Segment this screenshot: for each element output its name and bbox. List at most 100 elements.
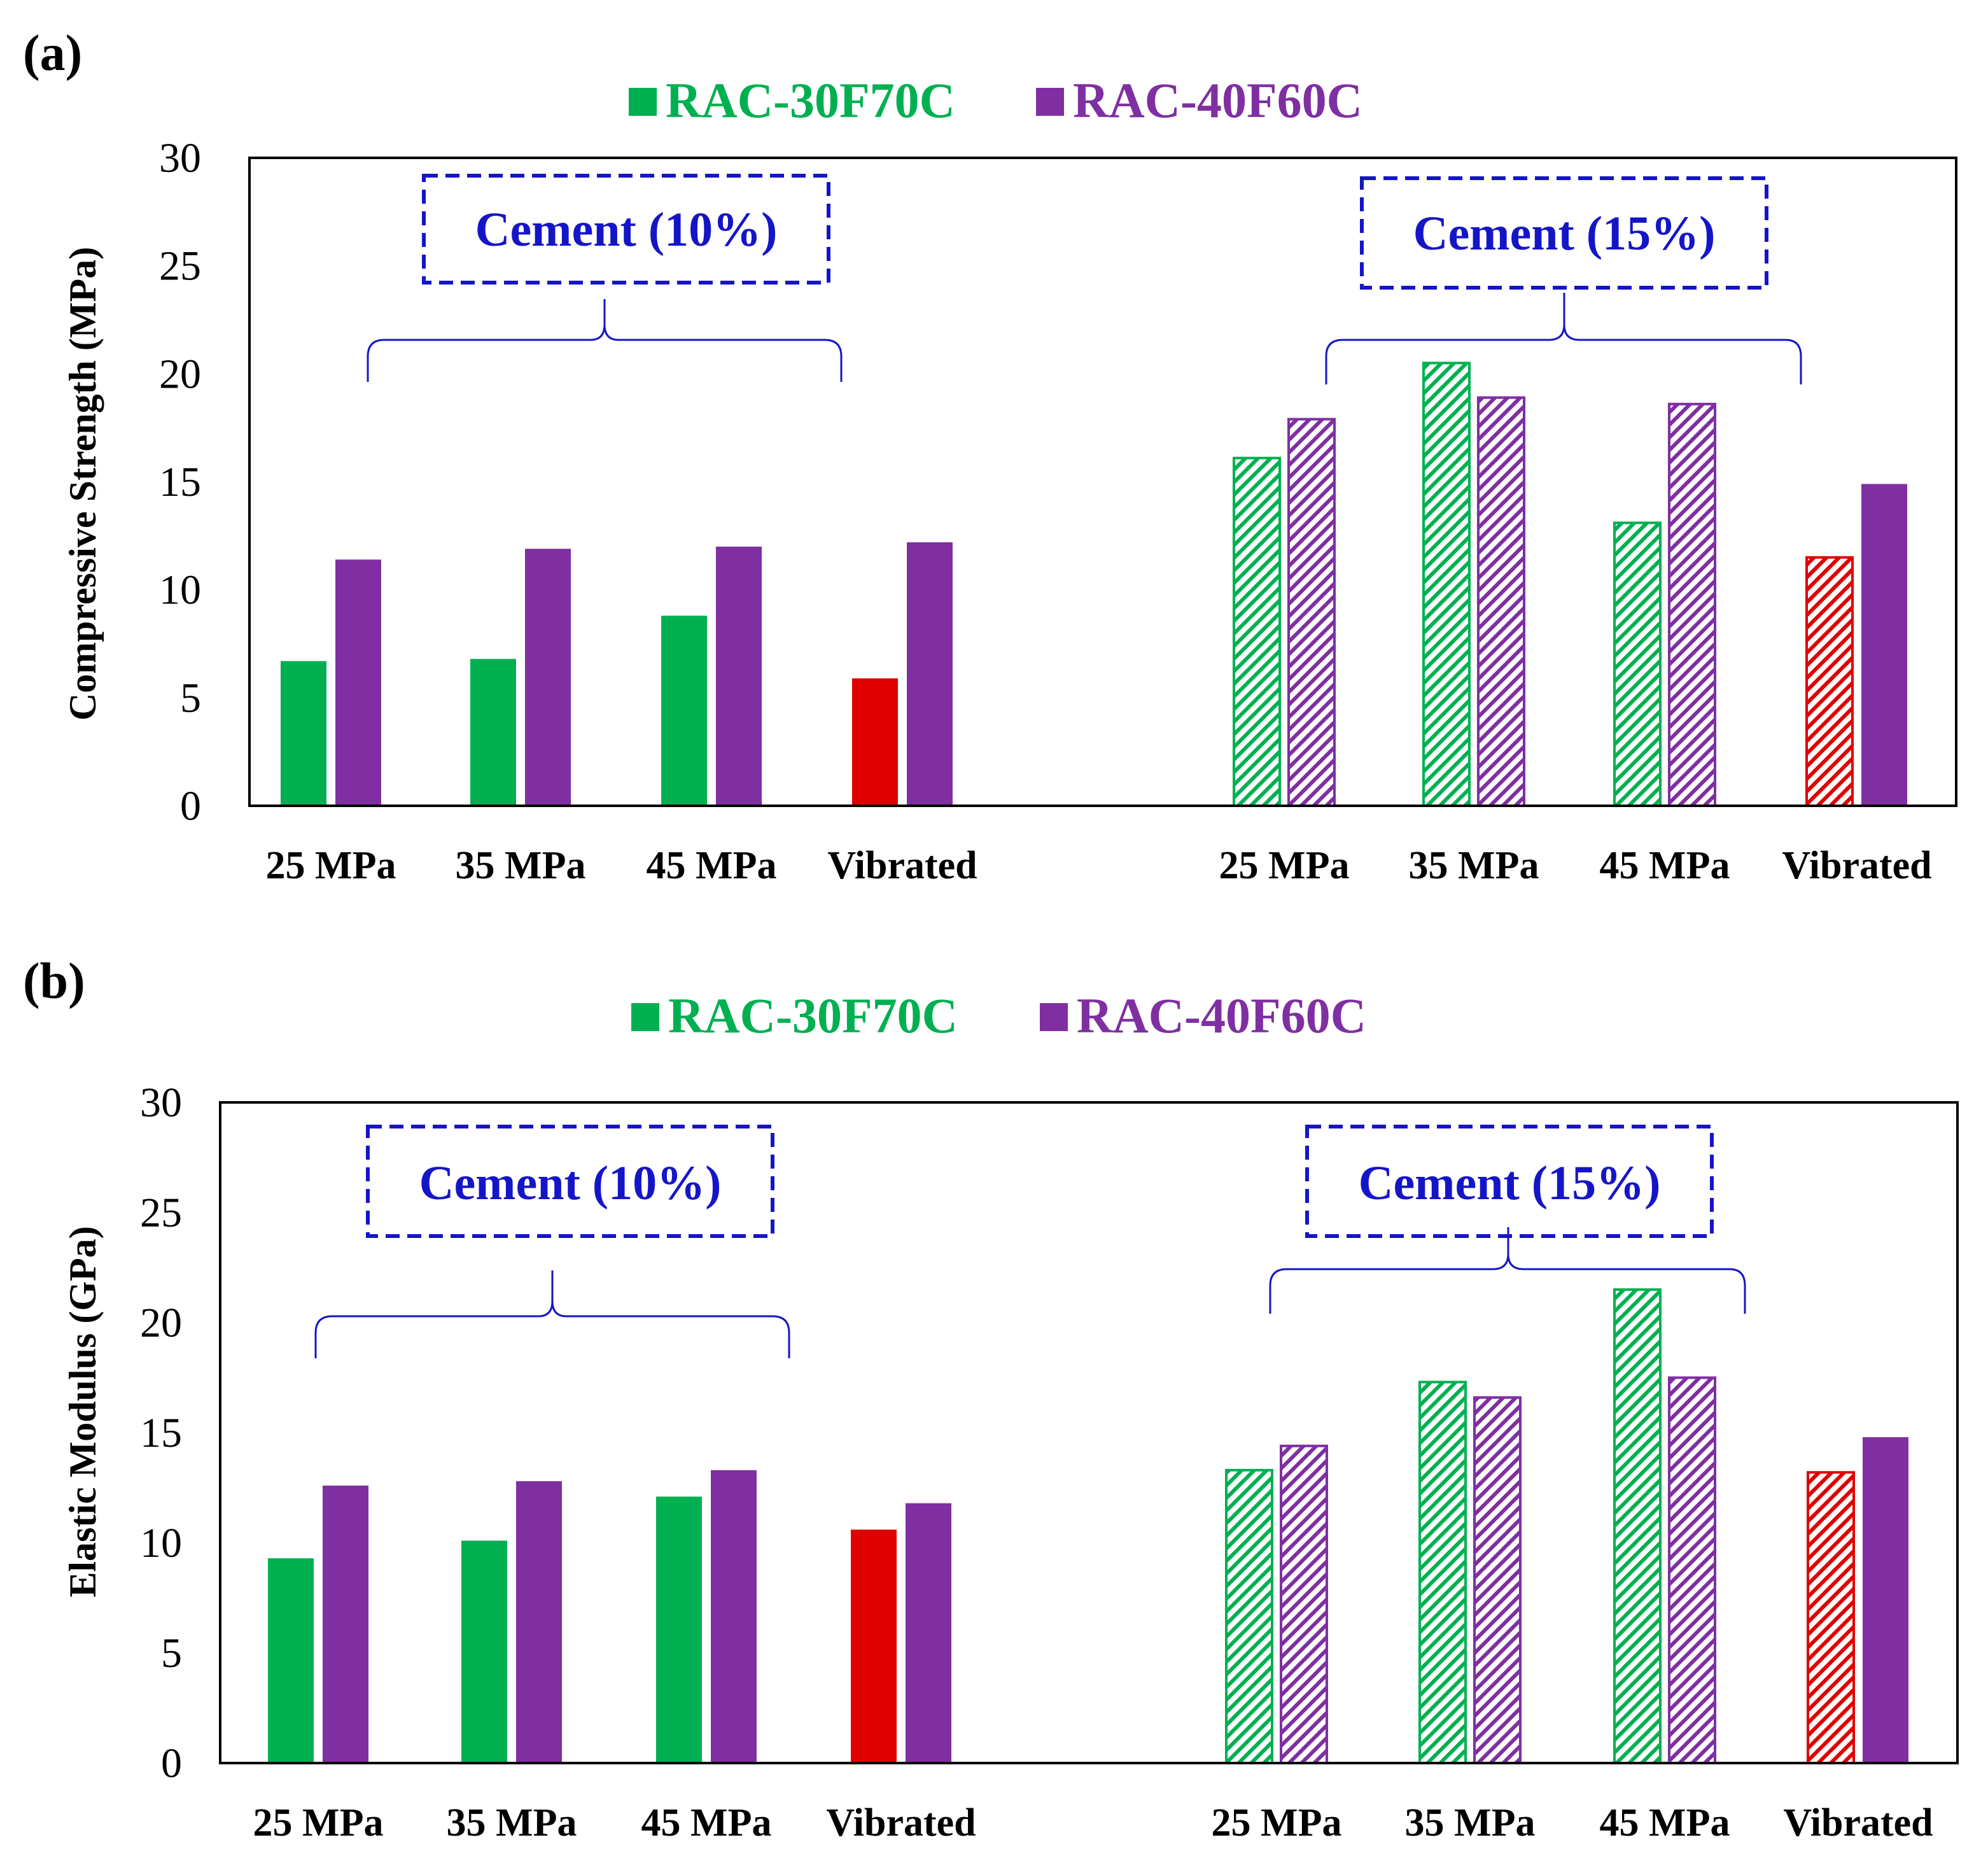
- annotation-box: [1305, 1125, 1714, 1238]
- bar-rac-40f60c-45-mpa: [716, 546, 762, 806]
- y-tick-label: 20: [159, 351, 201, 397]
- bar-rac-40f60c-35-mpa: [1473, 1396, 1522, 1764]
- category-label: 35 MPa: [456, 844, 586, 887]
- bar-rac-30f70c-25-mpa: [268, 1558, 314, 1763]
- category-label: 35 MPa: [1405, 1801, 1536, 1845]
- bar-rac-40f60c-25-mpa: [335, 559, 381, 806]
- group-brace: [1325, 293, 1802, 384]
- bar-rac-30f70c-35-mpa: [1418, 1381, 1467, 1764]
- panel-label: (b): [23, 953, 85, 1009]
- category-labels: 25 MPa 35 MPa 45 MPa Vibrated 25 MPa 35 …: [266, 844, 1932, 887]
- annotation-box: [366, 1125, 774, 1238]
- legend-swatch-rac-40f60c: [1040, 1003, 1068, 1031]
- y-tick-labels: 0 5 10 15 20 25 30: [159, 135, 201, 829]
- bar-rac-40f60c-35-mpa: [525, 549, 571, 806]
- bar-rac-30f70c-vibrated: [851, 1529, 897, 1763]
- y-tick-label: 5: [180, 675, 201, 721]
- legend-swatch-rac-30f70c: [631, 1003, 659, 1031]
- bars: [281, 362, 1907, 807]
- bar-rac-40f60c-vibrated: [1861, 484, 1907, 806]
- y-tick-label: 0: [161, 1740, 182, 1787]
- annotation-cement-15: Cement (15%): [1325, 176, 1802, 384]
- category-label: Vibrated: [1782, 844, 1931, 887]
- legend: RAC-30F70C RAC-40F60C: [631, 988, 1366, 1043]
- legend-label-rac-40f60c: RAC-40F60C: [1073, 73, 1362, 128]
- bar-rac-30f70c-45-mpa: [656, 1496, 702, 1763]
- bar-rac-40f60c-vibrated: [907, 542, 953, 806]
- bar-rac-30f70c-35-mpa: [1422, 362, 1471, 807]
- legend: RAC-30F70C RAC-40F60C: [629, 73, 1362, 128]
- legend-label-rac-30f70c: RAC-30F70C: [666, 73, 955, 128]
- bar-rac-30f70c-vibrated: [1805, 556, 1854, 807]
- category-label: 45 MPa: [1600, 844, 1730, 887]
- bar-rac-30f70c-25-mpa: [1225, 1468, 1273, 1765]
- y-tick-label: 5: [161, 1630, 182, 1677]
- panel-a: (a) RAC-30F70C RAC-40F60C Compressive St…: [23, 25, 1957, 887]
- group-brace: [367, 299, 843, 382]
- bar-rac-40f60c-35-mpa: [516, 1481, 562, 1763]
- category-label: 35 MPa: [447, 1801, 577, 1845]
- y-tick-label: 15: [159, 459, 201, 505]
- y-axis-label: Compressive Strength (MPa): [62, 247, 104, 721]
- bar-rac-30f70c-45-mpa: [661, 615, 707, 806]
- bar-rac-40f60c-25-mpa: [323, 1486, 368, 1763]
- bar-rac-40f60c-45-mpa: [711, 1470, 757, 1763]
- category-label: Vibrated: [827, 844, 977, 887]
- plot-frame: [219, 1101, 1959, 1764]
- y-tick-labels: 0 5 10 15 20 25 30: [140, 1079, 182, 1787]
- y-tick-label: 10: [159, 567, 201, 614]
- category-label: 35 MPa: [1409, 844, 1539, 887]
- bar-rac-40f60c-25-mpa: [1280, 1444, 1328, 1764]
- annotation-text: Cement (10%): [419, 1156, 722, 1210]
- category-label: 25 MPa: [1219, 844, 1350, 887]
- y-tick-label: 15: [140, 1410, 182, 1456]
- bar-rac-40f60c-vibrated: [1863, 1437, 1908, 1763]
- y-tick-label: 10: [140, 1520, 182, 1566]
- bar-rac-30f70c-vibrated: [852, 678, 898, 806]
- bar-rac-30f70c-35-mpa: [470, 659, 516, 806]
- category-label: 25 MPa: [266, 844, 396, 887]
- annotation-cement-10: Cement (10%): [367, 174, 843, 382]
- annotation-box: [1360, 176, 1768, 290]
- panel-b: (b) RAC-30F70C RAC-40F60C Elastic Modulu…: [23, 953, 1959, 1845]
- category-labels: 25 MPa 35 MPa 45 MPa Vibrated 25 MPa 35 …: [253, 1801, 1933, 1845]
- plot-frame: [248, 157, 1957, 807]
- bar-rac-40f60c-35-mpa: [1477, 396, 1525, 807]
- annotation-cement-15: Cement (15%): [1269, 1125, 1746, 1314]
- group-brace: [314, 1270, 790, 1358]
- category-label: 25 MPa: [253, 1801, 384, 1845]
- category-label: Vibrated: [826, 1801, 976, 1845]
- bars: [268, 1288, 1908, 1765]
- y-tick-label: 30: [140, 1079, 182, 1126]
- bar-rac-30f70c-35-mpa: [461, 1540, 507, 1763]
- category-label: 45 MPa: [647, 844, 777, 887]
- annotation-text: Cement (10%): [475, 203, 778, 257]
- category-label: 25 MPa: [1212, 1801, 1342, 1845]
- bar-rac-40f60c-45-mpa: [1668, 402, 1716, 807]
- annotation-box: [422, 174, 830, 285]
- panel-label: (a): [23, 25, 82, 81]
- bar-rac-30f70c-25-mpa: [281, 661, 326, 806]
- annotation-text: Cement (15%): [1413, 207, 1716, 260]
- y-tick-label: 30: [159, 135, 201, 181]
- annotation-cement-10: Cement (10%): [314, 1125, 790, 1358]
- bar-rac-30f70c-45-mpa: [1613, 521, 1662, 807]
- legend-label-rac-40f60c: RAC-40F60C: [1077, 988, 1366, 1043]
- y-tick-label: 25: [159, 243, 201, 290]
- y-tick-label: 20: [140, 1300, 182, 1346]
- category-label: 45 MPa: [641, 1801, 772, 1845]
- y-tick-label: 0: [180, 783, 201, 829]
- annotation-text: Cement (15%): [1359, 1156, 1661, 1210]
- legend-swatch-rac-30f70c: [629, 88, 657, 116]
- category-label: 45 MPa: [1600, 1801, 1730, 1845]
- bar-rac-40f60c-vibrated: [906, 1503, 951, 1763]
- group-brace: [1269, 1227, 1746, 1314]
- legend-label-rac-30f70c: RAC-30F70C: [668, 988, 958, 1043]
- y-axis-label: Elastic Modulus (GPa): [62, 1226, 104, 1597]
- bar-rac-30f70c-25-mpa: [1233, 456, 1281, 807]
- legend-swatch-rac-40f60c: [1036, 88, 1064, 116]
- bar-rac-40f60c-45-mpa: [1668, 1376, 1716, 1764]
- bar-rac-40f60c-25-mpa: [1287, 418, 1336, 807]
- y-tick-label: 25: [140, 1190, 182, 1236]
